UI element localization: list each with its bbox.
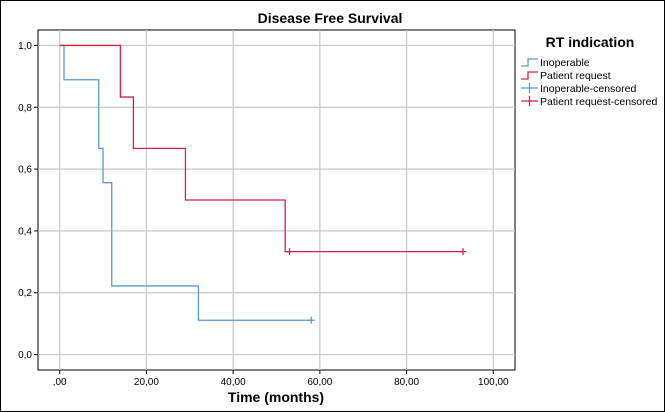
censor-marker bbox=[459, 248, 467, 256]
x-tick-label: 20,00 bbox=[134, 377, 159, 388]
legend-label: Patient request bbox=[540, 70, 611, 82]
y-tick-label: 0,4 bbox=[18, 226, 32, 237]
grid bbox=[38, 30, 515, 370]
legend-title: RT indication bbox=[546, 34, 635, 50]
x-tick-label: 100,00 bbox=[478, 377, 509, 388]
legend-swatch bbox=[521, 96, 538, 106]
legend-label: Inoperable-censored bbox=[540, 83, 636, 95]
survival-curve-1 bbox=[59, 44, 463, 253]
x-axis-ticks: ,00 20,00 40,00 60,00 80,00 100,00 bbox=[53, 370, 509, 388]
y-tick-label: 0,2 bbox=[18, 288, 32, 299]
y-tick-label: 0,6 bbox=[18, 165, 32, 176]
chart-title: Disease Free Survival bbox=[258, 10, 403, 26]
legend-swatch bbox=[521, 83, 538, 93]
x-tick-label: 40,00 bbox=[221, 377, 246, 388]
y-axis-ticks: 0,0 0,2 0,4 0,6 0,8 1,0 bbox=[18, 41, 38, 361]
series-group bbox=[59, 44, 467, 324]
legend-label: Patient request-censored bbox=[540, 96, 657, 108]
x-tick-label: 80,00 bbox=[394, 377, 419, 388]
survival-curve-0 bbox=[59, 44, 312, 321]
x-tick-label: 60,00 bbox=[307, 377, 332, 388]
x-axis-title: Time (months) bbox=[228, 389, 324, 405]
legend-swatch bbox=[521, 71, 538, 80]
legend-label: Inoperable bbox=[540, 57, 590, 69]
y-tick-label: 0,8 bbox=[18, 103, 32, 114]
censor-marker bbox=[286, 248, 294, 256]
plot-area bbox=[37, 29, 516, 371]
censor-marker bbox=[307, 316, 315, 324]
x-tick-label: ,00 bbox=[53, 377, 67, 388]
y-tick-label: 0,0 bbox=[18, 350, 32, 361]
legend-swatch bbox=[521, 58, 538, 67]
y-tick-label: 1,0 bbox=[18, 41, 32, 52]
